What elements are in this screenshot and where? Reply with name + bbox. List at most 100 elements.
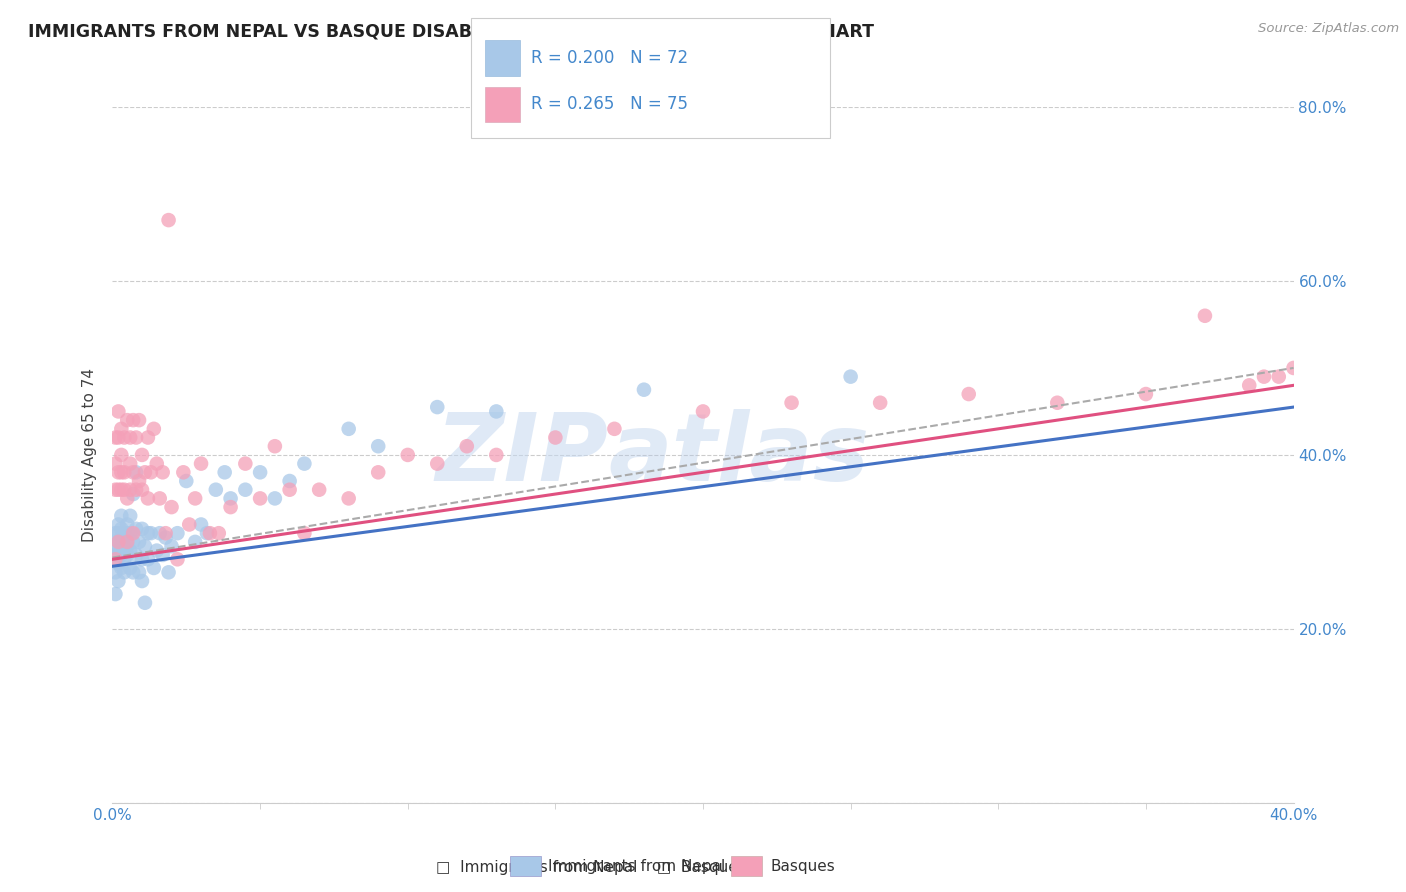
Point: [112, 466, 135, 480]
Point: [157, 566, 180, 580]
Point: [107, 404, 129, 418]
Point: [110, 483, 132, 497]
Point: [205, 483, 228, 497]
Point: [117, 539, 138, 553]
Point: [142, 422, 165, 436]
Point: [107, 466, 129, 480]
Point: [107, 557, 129, 571]
Point: [157, 213, 180, 227]
Point: [122, 526, 145, 541]
Point: [120, 508, 142, 523]
Point: [957, 387, 980, 401]
Point: [125, 466, 148, 480]
Point: [136, 431, 159, 445]
Point: [122, 413, 145, 427]
Point: [136, 491, 159, 506]
Point: [128, 534, 150, 549]
Point: [146, 543, 169, 558]
Point: [396, 448, 419, 462]
Point: [214, 466, 236, 480]
Point: [1046, 396, 1069, 410]
Point: [112, 483, 135, 497]
Point: [107, 517, 129, 532]
Point: [122, 487, 145, 501]
Point: [110, 466, 132, 480]
Point: [112, 552, 135, 566]
Point: [1282, 360, 1305, 375]
Point: [107, 534, 129, 549]
Text: R = 0.200   N = 72: R = 0.200 N = 72: [531, 49, 689, 67]
Point: [104, 457, 127, 471]
Text: Immigrants from Nepal: Immigrants from Nepal: [548, 859, 725, 873]
Point: [208, 526, 231, 541]
Point: [107, 483, 129, 497]
Text: Source: ZipAtlas.com: Source: ZipAtlas.com: [1258, 22, 1399, 36]
Point: [110, 422, 132, 436]
Point: [125, 548, 148, 562]
Point: [233, 457, 256, 471]
Point: [107, 526, 129, 541]
Point: [152, 466, 174, 480]
Point: [337, 422, 360, 436]
Point: [780, 396, 803, 410]
Point: [136, 552, 159, 566]
Point: [110, 531, 132, 545]
Point: [122, 566, 145, 580]
Point: [219, 491, 242, 506]
Point: [198, 526, 221, 541]
Point: [152, 548, 174, 562]
Text: ZIP: ZIP: [436, 409, 609, 501]
Point: [112, 539, 135, 553]
Point: [1253, 369, 1275, 384]
Point: [128, 474, 150, 488]
Point: [125, 431, 148, 445]
Point: [104, 566, 127, 580]
Point: [174, 474, 197, 488]
Point: [1268, 369, 1291, 384]
Point: [233, 483, 256, 497]
Point: [308, 483, 330, 497]
Point: [125, 483, 148, 497]
Point: [292, 457, 315, 471]
Point: [603, 422, 626, 436]
Point: [110, 522, 132, 536]
Point: [485, 448, 508, 462]
Point: [692, 404, 714, 418]
Point: [110, 561, 132, 575]
Point: [117, 548, 138, 562]
Point: [337, 491, 360, 506]
Point: [367, 466, 389, 480]
Point: [131, 522, 153, 536]
Point: [166, 552, 188, 566]
Point: [117, 491, 138, 506]
Point: [112, 539, 135, 553]
Point: [155, 531, 177, 545]
Point: [184, 491, 207, 506]
Point: [1194, 309, 1216, 323]
Point: [131, 483, 153, 497]
Point: [172, 466, 194, 480]
Point: [155, 526, 177, 541]
Text: atlas: atlas: [609, 409, 870, 501]
Text: Basques: Basques: [770, 859, 835, 873]
Point: [120, 431, 142, 445]
Point: [456, 439, 478, 453]
Point: [104, 526, 127, 541]
Point: [139, 466, 162, 480]
Point: [249, 466, 271, 480]
Point: [110, 508, 132, 523]
Point: [112, 566, 135, 580]
Point: [190, 457, 212, 471]
Point: [139, 526, 162, 541]
Point: [104, 539, 127, 553]
Point: [117, 517, 138, 532]
Point: [112, 526, 135, 541]
Point: [190, 517, 212, 532]
Point: [131, 448, 153, 462]
Point: [117, 526, 138, 541]
Point: [633, 383, 655, 397]
Text: IMMIGRANTS FROM NEPAL VS BASQUE DISABILITY AGE 65 TO 74 CORRELATION CHART: IMMIGRANTS FROM NEPAL VS BASQUE DISABILI…: [28, 22, 875, 40]
Point: [160, 539, 183, 553]
Point: [869, 396, 891, 410]
Point: [120, 457, 142, 471]
